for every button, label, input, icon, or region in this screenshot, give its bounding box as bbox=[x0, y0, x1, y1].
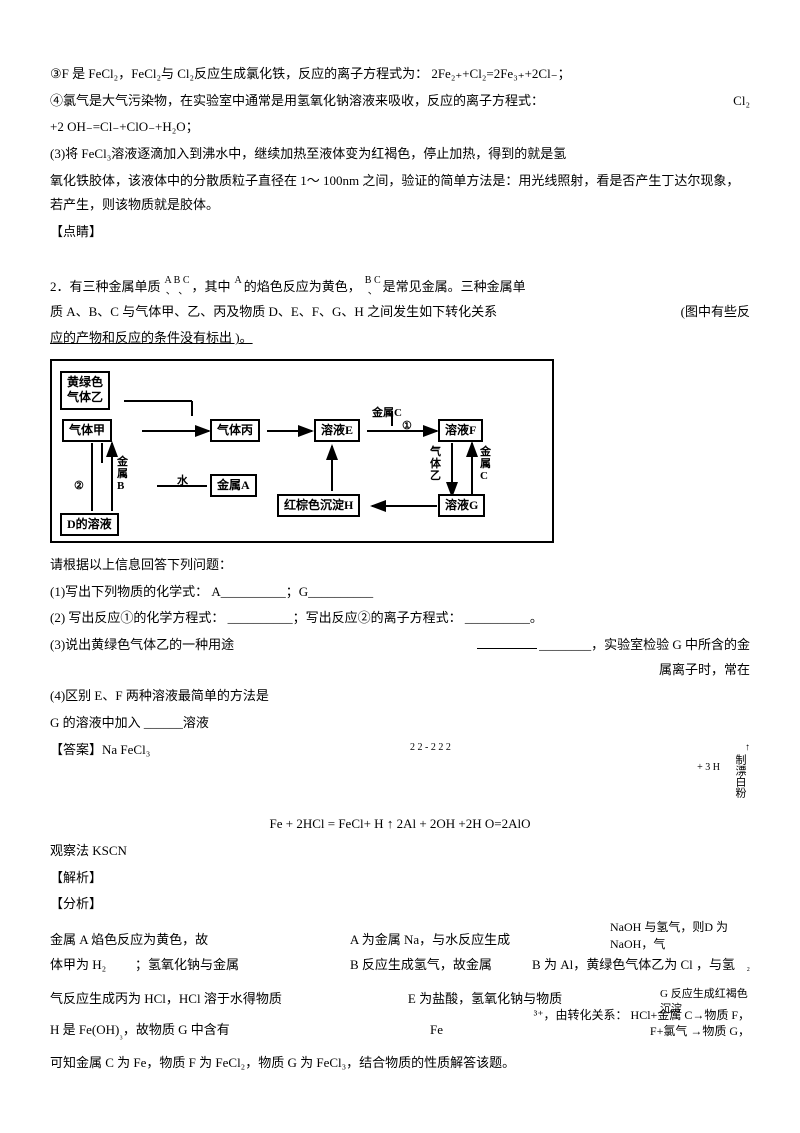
question-item: G 的溶液中加入 ______溶液 bbox=[50, 711, 750, 736]
text: 、 bbox=[368, 286, 378, 297]
diagram-label: 气体乙 bbox=[430, 446, 441, 482]
analysis-row: H 是 Fe(OH)₃，故物质 G 中含有 Fe ³⁺，由转化关系： HCl+金… bbox=[50, 1018, 750, 1045]
stacked-label: B C 、 bbox=[365, 275, 381, 297]
paragraph: ③F 是 FeCl₂，FeCl₂与 Cl₂反应生成氯化铁，反应的离子方程式为： … bbox=[50, 62, 750, 87]
heading: 【点睛】 bbox=[50, 220, 750, 245]
diagram-box-e: 溶液E bbox=[314, 419, 360, 443]
text: F+氯气 →物质 G， bbox=[650, 1020, 750, 1043]
equation: Fe + 2HCl = FeCl+ H ↑ 2Al + 2OH +2H O=2A… bbox=[50, 812, 750, 837]
question-line: 质 A、B、C 与气体甲、乙、丙及物质 D、E、F、G、H 之间发生如下转化关系… bbox=[50, 300, 750, 325]
text: B 反应生成氢气，故金属 bbox=[350, 953, 492, 978]
text: B 为 Al，黄绿色气体乙为 Cl ，与氢 bbox=[532, 953, 735, 978]
scatter-row: + 3 H 制漂白粉 bbox=[50, 762, 750, 810]
question-item: (4)区别 E、F 两种溶液最简单的方法是 bbox=[50, 684, 750, 709]
diagram-box-g: 溶液G bbox=[438, 494, 485, 518]
heading: 【分析】 bbox=[50, 892, 750, 917]
answer-label: 【答案】Na FeCl₃ bbox=[50, 742, 150, 757]
text: 质 A、B、C 与气体甲、乙、丙及物质 D、E、F、G、H 之间发生如下转化关系 bbox=[50, 300, 497, 325]
stacked-label: A B C 、 、 bbox=[165, 275, 190, 297]
analysis-row: 金属 A 焰色反应为黄色，故 A 为金属 Na，与水反应生成 NaOH 与氢气，… bbox=[50, 919, 750, 953]
text: 、 、 bbox=[166, 286, 189, 297]
question-item: (2) 写出反应①的化学方程式： __________；写出反应②的离子方程式：… bbox=[50, 606, 750, 631]
diagram-label: 金属B bbox=[117, 456, 128, 492]
text: ，其中 bbox=[192, 275, 231, 300]
diagram-box-bing: 气体丙 bbox=[210, 419, 260, 443]
text: 体甲为 H₂ bbox=[50, 953, 106, 980]
paragraph: +2 OH₋=Cl₋+ClO₋+H₂O； bbox=[50, 115, 750, 140]
diagram-box-f: 溶液F bbox=[438, 419, 483, 443]
question-intro: 请根据以上信息回答下列问题： bbox=[50, 553, 750, 578]
text: (图中有些反 bbox=[681, 300, 750, 325]
question-line: 2．有三种金属单质 A B C 、 、 ，其中 A 的焰色反应为黄色， B C … bbox=[50, 275, 750, 300]
stacked-label: A bbox=[235, 275, 242, 297]
diagram-label: 金属C bbox=[480, 446, 491, 482]
paragraph: ④氯气是大气污染物，在实验室中通常是用氢氧化钠溶液来吸收，反应的离子方程式： C… bbox=[50, 89, 750, 114]
text: Fe bbox=[430, 1018, 443, 1043]
text: 金属 A 焰色反应为黄色，故 bbox=[50, 928, 250, 953]
scatter-text: + 3 H bbox=[697, 762, 720, 774]
heading: 【解析】 bbox=[50, 866, 750, 891]
analysis-row: 可知金属 C 为 Fe，物质 F 为 FeCl₂，物质 G 为 FeCl₃，结合… bbox=[50, 1051, 750, 1076]
diagram-box-a: 金属A bbox=[210, 474, 257, 498]
flowchart-diagram: 黄绿色气体乙 气体甲 气体丙 溶液E 溶液F 金属A 红棕色沉淀H 溶液G D的… bbox=[50, 359, 750, 543]
analysis-row: 体甲为 H₂ ；氢氧化钠与金属 B 反应生成氢气，故金属 B 为 Al，黄绿色气… bbox=[50, 953, 750, 980]
answer-line: 【答案】Na FeCl₃ 2 2 - 2 2 2 ↑ bbox=[50, 738, 750, 763]
scatter-text: 2 2 - 2 2 2 bbox=[410, 738, 451, 757]
diagram-label: ① bbox=[402, 416, 412, 437]
diagram-label: 金属C bbox=[372, 403, 402, 424]
text: 2．有三种金属单质 bbox=[50, 275, 161, 300]
paragraph: (3)将 FeCl₃溶液逐滴加入到沸水中，继续加热至液体变为红褐色，停止加热，得… bbox=[50, 142, 750, 167]
text: 是常见金属。三种金属单 bbox=[383, 275, 526, 300]
question-line: 应的产物和反应的条件没有标出 )。 bbox=[50, 326, 253, 351]
text: A bbox=[235, 275, 242, 286]
text: ④氯气是大气污染物，在实验室中通常是用氢氧化钠溶液来吸收，反应的离子方程式： bbox=[50, 89, 544, 114]
diagram-box-h: 红棕色沉淀H bbox=[277, 494, 360, 518]
spacer bbox=[237, 286, 240, 297]
text: (3)说出黄绿色气体乙的一种用途 bbox=[50, 633, 234, 658]
question-item: (1)写出下列物质的化学式： A__________；G__________ bbox=[50, 580, 750, 605]
diagram-label: 水 bbox=[177, 471, 188, 492]
text: B C bbox=[365, 275, 381, 286]
answer-text: 观察法 KSCN bbox=[50, 839, 750, 864]
text: A B C bbox=[165, 275, 190, 286]
diagram-label: ② bbox=[74, 476, 84, 497]
diagram-box-jia: 气体甲 bbox=[62, 419, 112, 443]
scatter-text: 制漂白粉 bbox=[729, 754, 750, 798]
text: A 为金属 Na，与水反应生成 bbox=[250, 928, 610, 953]
blank-line: ________，实验室检验 G 中所含的金属离子时，常在 bbox=[470, 633, 750, 682]
text: NaOH 与氢气，则D 为 NaOH，气 bbox=[610, 919, 750, 953]
diagram-box-yellow: 黄绿色气体乙 bbox=[60, 371, 110, 410]
text: H 是 Fe(OH)₃，故物质 G 中含有 bbox=[50, 1018, 230, 1045]
text: ₂ bbox=[747, 957, 751, 976]
paragraph: 氧化铁胶体，该液体中的分散质粒子直径在 1～ 100nm 之间，验证的简单方法是… bbox=[50, 169, 750, 218]
question-item: (3)说出黄绿色气体乙的一种用途 ________，实验室检验 G 中所含的金属… bbox=[50, 633, 750, 682]
text: ________，实验室检验 G 中所含的金属离子时，常在 bbox=[539, 637, 750, 677]
diagram-box-d: D的溶液 bbox=[60, 513, 119, 537]
text: 的焰色反应为黄色， bbox=[244, 275, 361, 300]
text: Cl₂ bbox=[733, 89, 750, 114]
text: 气反应生成丙为 HCl，HCl 溶于水得物质 bbox=[50, 987, 310, 1012]
text: ；氢氧化钠与金属 bbox=[135, 953, 239, 978]
